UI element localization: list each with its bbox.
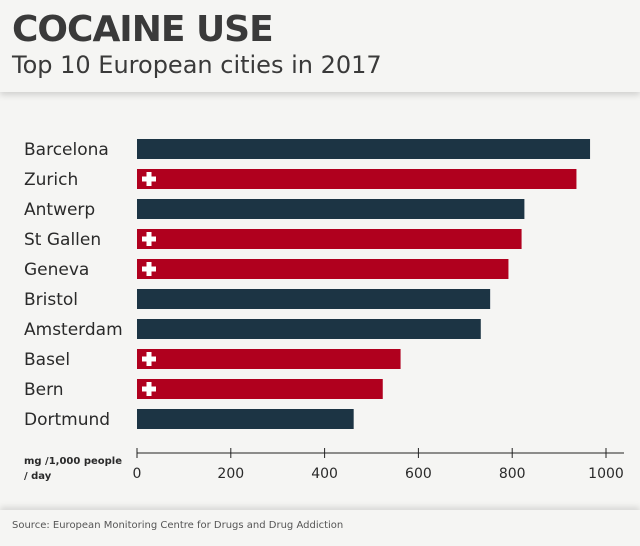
bars [137, 139, 591, 429]
x-tick-label: 0 [133, 466, 142, 482]
x-tick-label: 1000 [588, 466, 624, 482]
x-tick-label: 800 [499, 466, 526, 482]
x-axis-unit-label: mg /1,000 people [24, 456, 122, 467]
bar [137, 349, 401, 369]
category-label: Amsterdam [24, 320, 123, 340]
bar [137, 199, 525, 219]
x-tick-label: 200 [217, 466, 244, 482]
x-axis: 0 200 400 600 800 1000 mg /1,000 people / day [24, 448, 624, 482]
category-label: Bristol [24, 290, 78, 310]
bar [137, 229, 522, 249]
category-label: Geneva [24, 260, 89, 280]
bar [137, 139, 591, 159]
category-labels: Barcelona Zurich Antwerp St Gallen Geneva Bri… [24, 140, 123, 430]
bar [137, 409, 354, 429]
category-label: Basel [24, 350, 70, 370]
category-label: St Gallen [24, 230, 101, 250]
chart-title: COCAINE USE [12, 9, 274, 50]
swiss-cross-icon [142, 172, 156, 186]
swiss-cross-icon [142, 382, 156, 396]
bar [137, 319, 481, 339]
swiss-cross-icon [142, 232, 156, 246]
bar-chart: Barcelona Zurich Antwerp St Gallen Geneva Bri… [24, 139, 624, 482]
source-note: Source: European Monitoring Centre for D… [12, 520, 344, 531]
x-tick-label: 400 [311, 466, 338, 482]
category-label: Antwerp [24, 200, 95, 220]
chart-subtitle: Top 10 European cities in 2017 [12, 51, 382, 79]
swiss-cross-icon [142, 352, 156, 366]
bar [137, 259, 509, 279]
bar [137, 379, 383, 399]
x-axis-unit-label: / day [24, 471, 52, 482]
swiss-cross-icon [142, 262, 156, 276]
category-label: Zurich [24, 170, 78, 190]
bar [137, 169, 577, 189]
chart-header: COCAINE USE Top 10 European cities in 20… [0, 0, 640, 92]
category-label: Barcelona [24, 140, 109, 160]
x-tick-label: 600 [405, 466, 432, 482]
category-label: Bern [24, 380, 64, 400]
chart-footer: Source: European Monitoring Centre for D… [0, 510, 640, 546]
category-label: Dortmund [24, 410, 110, 430]
bar [137, 289, 491, 309]
